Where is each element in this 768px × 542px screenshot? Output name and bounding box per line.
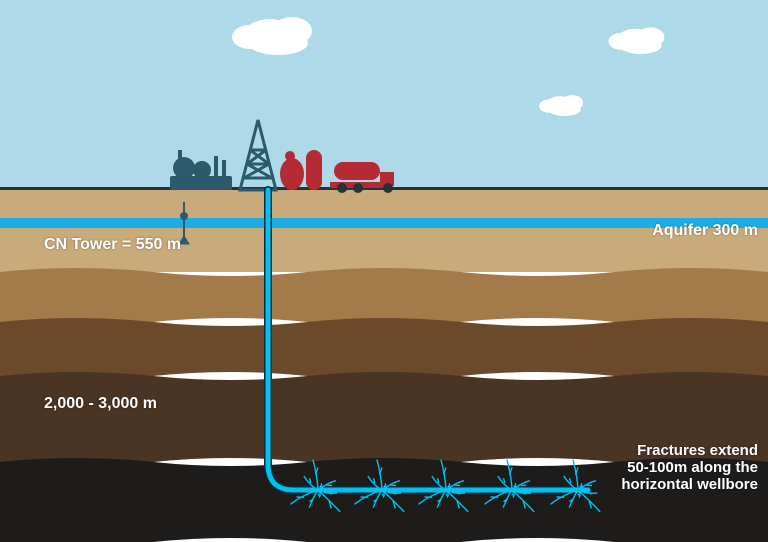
label-cn-tower: CN Tower = 550 m bbox=[44, 236, 181, 254]
fracking-diagram: CN Tower = 550 m Aquifer 300 m 2,000 - 3,0… bbox=[0, 0, 768, 542]
label-depth: 2,000 - 3,000 m bbox=[44, 395, 157, 413]
label-fractures: Fractures extend 50-100m along the horiz… bbox=[621, 442, 758, 493]
label-aquifer: Aquifer 300 m bbox=[652, 222, 758, 240]
